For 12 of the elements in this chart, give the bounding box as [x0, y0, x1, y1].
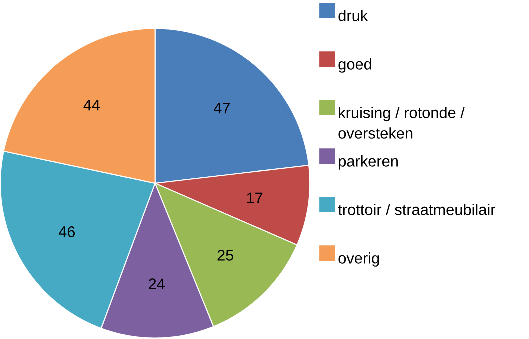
data-label: 46 — [58, 226, 76, 238]
data-label: 17 — [247, 193, 263, 204]
legend-label: goed — [338, 58, 372, 74]
legend-label: trottoir / straatmeubilair — [338, 204, 496, 216]
legend-label: overig — [338, 252, 380, 268]
legend-label: kruising / rotonde / oversteken — [338, 107, 465, 140]
legend-label: parkeren — [339, 156, 398, 170]
data-label: 47 — [214, 103, 230, 114]
data-label: 25 — [218, 250, 234, 261]
data-label: 24 — [149, 278, 165, 290]
data-label: 44 — [84, 100, 100, 111]
legend-label: druk — [338, 10, 368, 22]
